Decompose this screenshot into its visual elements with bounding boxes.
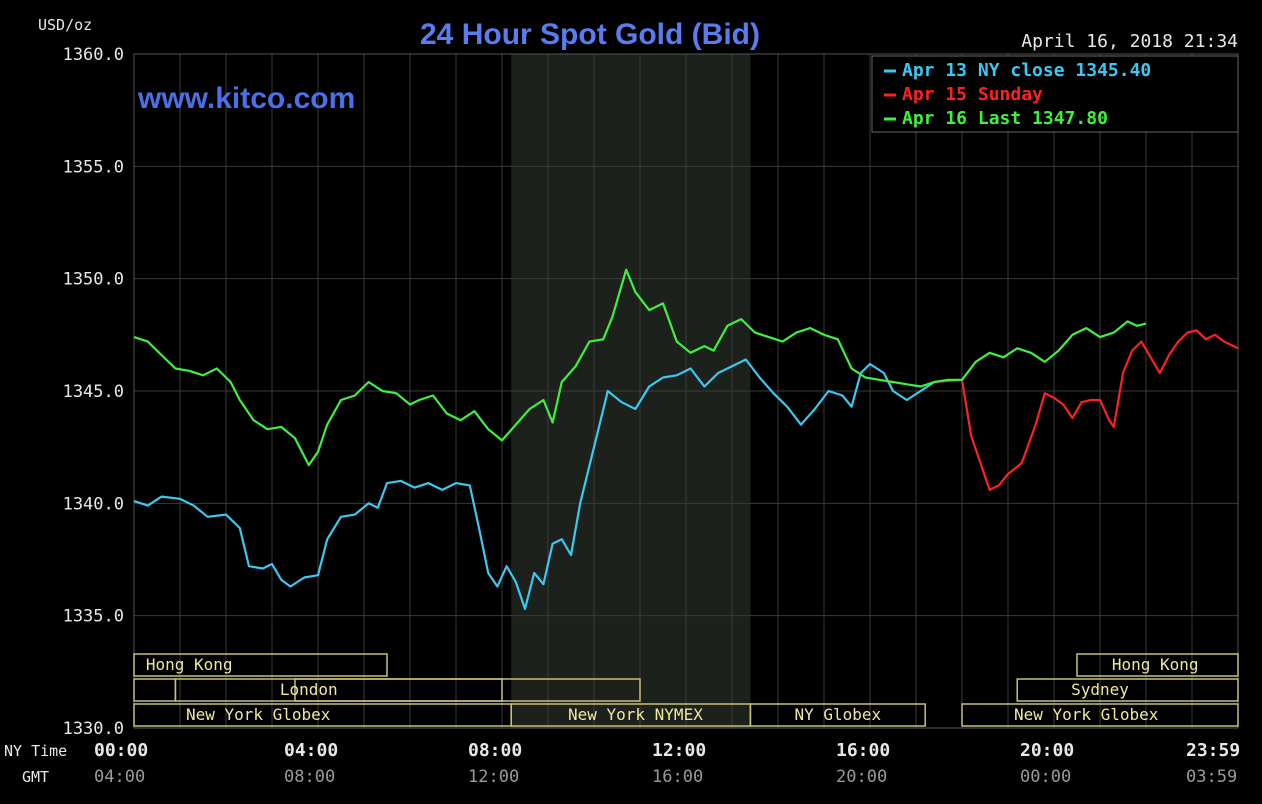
session-label: Hong Kong bbox=[146, 655, 233, 674]
watermark: www.kitco.com bbox=[137, 82, 355, 115]
gmt-label: GMT bbox=[22, 768, 49, 786]
legend-entry: Apr 16 Last 1347.80 bbox=[902, 108, 1108, 129]
session-label: New York Globex bbox=[186, 705, 331, 724]
plot-border bbox=[133, 53, 1239, 729]
ny-time-label: NY Time bbox=[4, 742, 67, 760]
x-tick-label-ny: 23:59 bbox=[1186, 740, 1240, 761]
session-label: New York Globex bbox=[1014, 705, 1159, 724]
legend-entry: Apr 15 Sunday bbox=[902, 84, 1043, 105]
session-box bbox=[133, 653, 388, 677]
x-tick-label-ny: 08:00 bbox=[468, 740, 522, 761]
axes: 1360.0 1355.0 1350.0 1345.0 1340.0 1335.0 1330… bbox=[63, 45, 1241, 787]
x-tick-label-ny: 16:00 bbox=[836, 740, 890, 761]
y-tick-label: 1345.0 bbox=[63, 382, 124, 402]
chart-title: 24 Hour Spot Gold (Bid) bbox=[420, 18, 760, 51]
session-box bbox=[749, 703, 926, 727]
session-label: Sydney bbox=[1071, 680, 1129, 699]
session-label: New York NYMEX bbox=[568, 705, 703, 724]
y-axis-label: USD/oz bbox=[38, 16, 92, 34]
market-sessions: Hong Kong Hong Kong London Sydney New York G… bbox=[133, 653, 1239, 727]
session-box bbox=[1076, 653, 1239, 677]
legend-entry: Apr 13 NY close 1345.40 bbox=[902, 60, 1151, 81]
y-tick-label: 1350.0 bbox=[63, 270, 124, 290]
x-tick-label-ny: 00:00 bbox=[94, 740, 148, 761]
y-tick-label: 1360.0 bbox=[63, 45, 124, 65]
price-series bbox=[133, 268, 1239, 610]
x-tick-label-gmt: 03:59 bbox=[1186, 767, 1237, 787]
session-label: London bbox=[280, 680, 338, 699]
session-box bbox=[961, 703, 1239, 727]
legend-box bbox=[871, 55, 1239, 133]
session-box bbox=[294, 678, 641, 702]
x-tick-label-gmt: 08:00 bbox=[284, 767, 335, 787]
legend: Apr 13 NY close 1345.40 Apr 15 Sunday Apr … bbox=[871, 55, 1239, 133]
x-tick-label-gmt: 16:00 bbox=[652, 767, 703, 787]
y-tick-label: 1340.0 bbox=[63, 494, 124, 514]
x-tick-label-gmt: 20:00 bbox=[836, 767, 887, 787]
y-tick-label: 1330.0 bbox=[63, 719, 124, 739]
x-tick-label-gmt: 00:00 bbox=[1020, 767, 1071, 787]
y-tick-label: 1355.0 bbox=[63, 157, 124, 177]
series-line bbox=[133, 268, 1147, 467]
y-tick-label: 1335.0 bbox=[63, 607, 124, 627]
x-tick-label-ny: 04:00 bbox=[284, 740, 338, 761]
x-tick-label-ny: 20:00 bbox=[1020, 740, 1074, 761]
x-tick-label-gmt: 04:00 bbox=[94, 767, 145, 787]
series-line bbox=[133, 358, 936, 610]
session-box bbox=[1016, 678, 1239, 702]
session-label: NY Globex bbox=[794, 705, 881, 724]
series-line bbox=[934, 329, 1239, 491]
session-label: Hong Kong bbox=[1112, 655, 1199, 674]
grid-lines bbox=[133, 53, 1239, 729]
x-tick-label-ny: 12:00 bbox=[652, 740, 706, 761]
x-tick-label-gmt: 12:00 bbox=[468, 767, 519, 787]
chart-timestamp: April 16, 2018 21:34 bbox=[1021, 31, 1238, 52]
